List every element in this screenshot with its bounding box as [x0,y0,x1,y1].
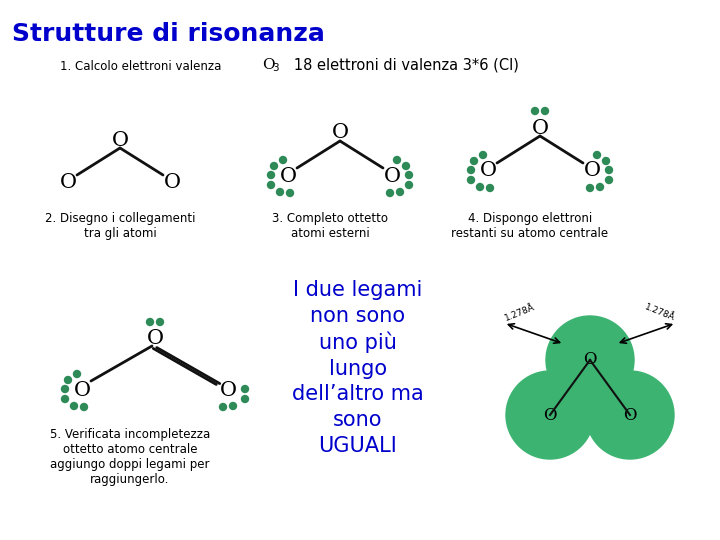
Text: 3: 3 [272,63,279,73]
Text: I due legami
non sono
uno più
lungo
dell’altro ma
sono
UGUALI: I due legami non sono uno più lungo dell… [292,280,424,456]
Circle shape [276,188,284,195]
Text: 1. Calcolo elettroni valenza: 1. Calcolo elettroni valenza [60,60,221,73]
Circle shape [71,402,78,409]
Text: O: O [583,352,597,368]
Circle shape [220,403,227,410]
Circle shape [397,188,403,195]
Circle shape [467,177,474,184]
Circle shape [405,181,413,188]
Text: O: O [220,381,236,400]
Circle shape [470,158,477,165]
Text: O: O [384,166,400,186]
Circle shape [287,190,294,197]
Circle shape [586,371,674,459]
Circle shape [241,386,248,393]
Circle shape [467,166,474,173]
Circle shape [593,152,600,159]
Circle shape [402,163,410,170]
Text: O: O [112,131,128,150]
Circle shape [268,181,274,188]
Circle shape [487,185,493,192]
Text: O: O [544,407,557,423]
Circle shape [546,316,634,404]
Circle shape [477,184,484,191]
Circle shape [480,152,487,159]
Circle shape [394,157,400,164]
Circle shape [596,184,603,191]
Text: Strutture di risonanza: Strutture di risonanza [12,22,325,46]
Text: 1.278Å: 1.278Å [503,303,536,323]
Circle shape [61,395,68,402]
Circle shape [65,376,71,383]
Circle shape [387,190,394,197]
Text: O: O [146,328,163,348]
Text: O: O [279,166,297,186]
Text: 1.278Å: 1.278Å [644,303,677,323]
Text: O: O [331,124,348,143]
Text: O: O [480,161,497,180]
Text: 2. Disegno i collegamenti
tra gli atomi: 2. Disegno i collegamenti tra gli atomi [45,212,195,240]
Text: 3. Completo ottetto
atomi esterni: 3. Completo ottetto atomi esterni [272,212,388,240]
Circle shape [603,158,610,165]
Circle shape [61,386,68,393]
Text: O: O [531,118,549,138]
Text: O: O [60,173,76,192]
Text: O: O [624,407,636,423]
Circle shape [405,172,413,179]
Circle shape [279,157,287,164]
Circle shape [271,163,277,170]
Text: O: O [262,58,274,72]
Text: O: O [583,161,600,180]
Circle shape [541,107,549,114]
Text: O: O [163,173,181,192]
Circle shape [146,319,153,326]
Circle shape [606,166,613,173]
Circle shape [156,319,163,326]
Text: O: O [73,381,91,400]
Circle shape [81,403,88,410]
Circle shape [73,370,81,377]
Text: 5. Verificata incompletezza
ottetto atomo centrale
aggiungo doppi legami per
rag: 5. Verificata incompletezza ottetto atom… [50,428,210,486]
Circle shape [531,107,539,114]
Text: 18 elettroni di valenza 3*6 (Cl): 18 elettroni di valenza 3*6 (Cl) [280,58,519,73]
Circle shape [268,172,274,179]
Circle shape [230,402,236,409]
Circle shape [606,177,613,184]
Circle shape [241,395,248,402]
Circle shape [587,185,593,192]
Circle shape [506,371,594,459]
Text: 4. Dispongo elettroni
restanti su atomo centrale: 4. Dispongo elettroni restanti su atomo … [451,212,608,240]
